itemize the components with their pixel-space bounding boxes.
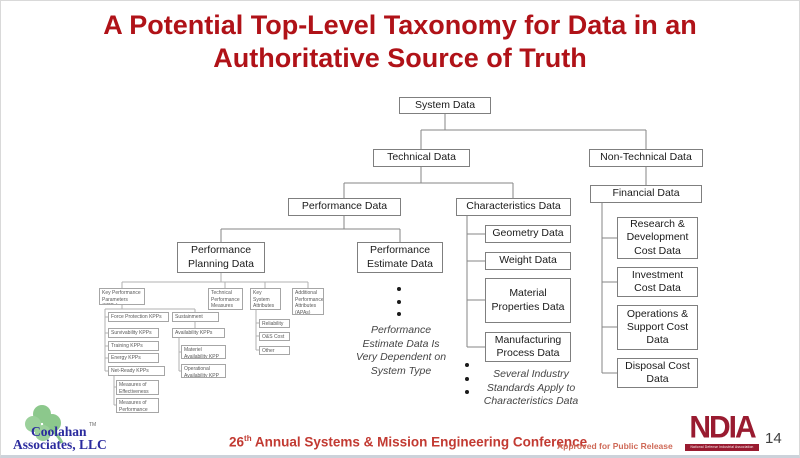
- node-measures-of-performance: Measures of Performance: [116, 398, 159, 413]
- node-investment-cost-data: Investment Cost Data: [617, 267, 698, 297]
- node-operations-support-cost-data: Operations & Support Cost Data: [617, 305, 698, 350]
- bullet-dot: [465, 377, 469, 381]
- note-characteristics: Several Industry Standards Apply to Char…: [483, 368, 579, 408]
- node-training-kpps: Training KPPs: [108, 341, 159, 351]
- node-operational-availability-kpp: Operational Availability KPP: [181, 364, 226, 378]
- node-performance-data: Performance Data: [288, 198, 401, 216]
- conference-rest: Annual Systems & Mission Engineering Con…: [251, 434, 588, 450]
- node-system-data: System Data: [399, 97, 491, 114]
- node-material-properties-data: Material Properties Data: [485, 278, 571, 323]
- page-number: 14: [765, 430, 782, 447]
- node-non-technical-data: Non-Technical Data: [589, 149, 703, 167]
- node-measures-of-effectiveness: Measures of Effectiveness: [116, 380, 159, 395]
- approval-notice: Approved for Public Release: [557, 441, 673, 451]
- node-disposal-cost-data: Disposal Cost Data: [617, 358, 698, 388]
- page-title-line1: A Potential Top-Level Taxonomy for Data …: [103, 10, 697, 40]
- trademark-symbol: TM: [89, 422, 97, 428]
- conference-title: 26th Annual Systems & Mission Engineerin…: [229, 434, 587, 450]
- node-performance-planning-data: Performance Planning Data: [177, 242, 265, 273]
- note-performance-estimate: Performance Estimate Data Is Very Depend…: [355, 324, 447, 377]
- node-geometry-data: Geometry Data: [485, 225, 571, 243]
- node-energy-kpps: Energy KPPs: [108, 353, 159, 363]
- node-technical-data: Technical Data: [373, 149, 470, 167]
- node-other-ksas: Other KSAs: [259, 346, 290, 355]
- page-title: A Potential Top-Level Taxonomy for Data …: [1, 9, 799, 75]
- bullet-dot: [397, 287, 401, 291]
- node-force-protection-kpps: Force Protection KPPs: [108, 312, 169, 322]
- ndia-logo-tagline: National Defense Industrial Association: [685, 444, 759, 451]
- node-survivability-kpps: Survivability KPPs: [108, 328, 159, 338]
- page-title-line2: Authoritative Source of Truth: [213, 42, 587, 73]
- node-materiel-availability-kpp: Materiel Availability KPP: [181, 345, 226, 359]
- node-weight-data: Weight Data: [485, 252, 571, 270]
- node-net-ready-kpps: Net-Ready KPPs: [108, 366, 165, 376]
- bullet-dot: [465, 390, 469, 394]
- node-oas-cost: O&S Cost: [259, 332, 290, 341]
- node-performance-estimate-data: Performance Estimate Data: [357, 242, 443, 273]
- conference-ordinal: th: [244, 434, 252, 443]
- coolahan-logo-line1: Coolahan: [31, 424, 87, 439]
- node-reliability: Reliability: [259, 319, 290, 328]
- node-availability-kpps: Availability KPPs: [172, 328, 225, 338]
- node-research-development-cost-data: Research & Development Cost Data: [617, 217, 698, 259]
- node-additional-performance-attributes: Additional Performance Attributes (APAs): [292, 288, 324, 315]
- clover-logo-icon: [25, 405, 64, 444]
- node-technical-performance-measures: Technical Performance Measures: [208, 288, 243, 310]
- bullet-dot: [465, 363, 469, 367]
- conference-number: 26: [229, 434, 245, 450]
- ndia-logo: NDIA: [689, 410, 756, 445]
- node-key-system-attributes: Key System Attributes (KSAs): [250, 288, 281, 310]
- node-manufacturing-process-data: Manufacturing Process Data: [485, 332, 571, 362]
- bullet-dot: [397, 312, 401, 316]
- bullet-dot: [397, 300, 401, 304]
- node-characteristics-data: Characteristics Data: [456, 198, 571, 216]
- node-key-performance-parameters: Key Performance Parameters (KPPs): [99, 288, 145, 305]
- node-sustainment-kpps: Sustainment KPPs: [172, 312, 219, 322]
- node-financial-data: Financial Data: [590, 185, 702, 203]
- coolahan-logo-line2: Associates, LLC: [13, 437, 107, 452]
